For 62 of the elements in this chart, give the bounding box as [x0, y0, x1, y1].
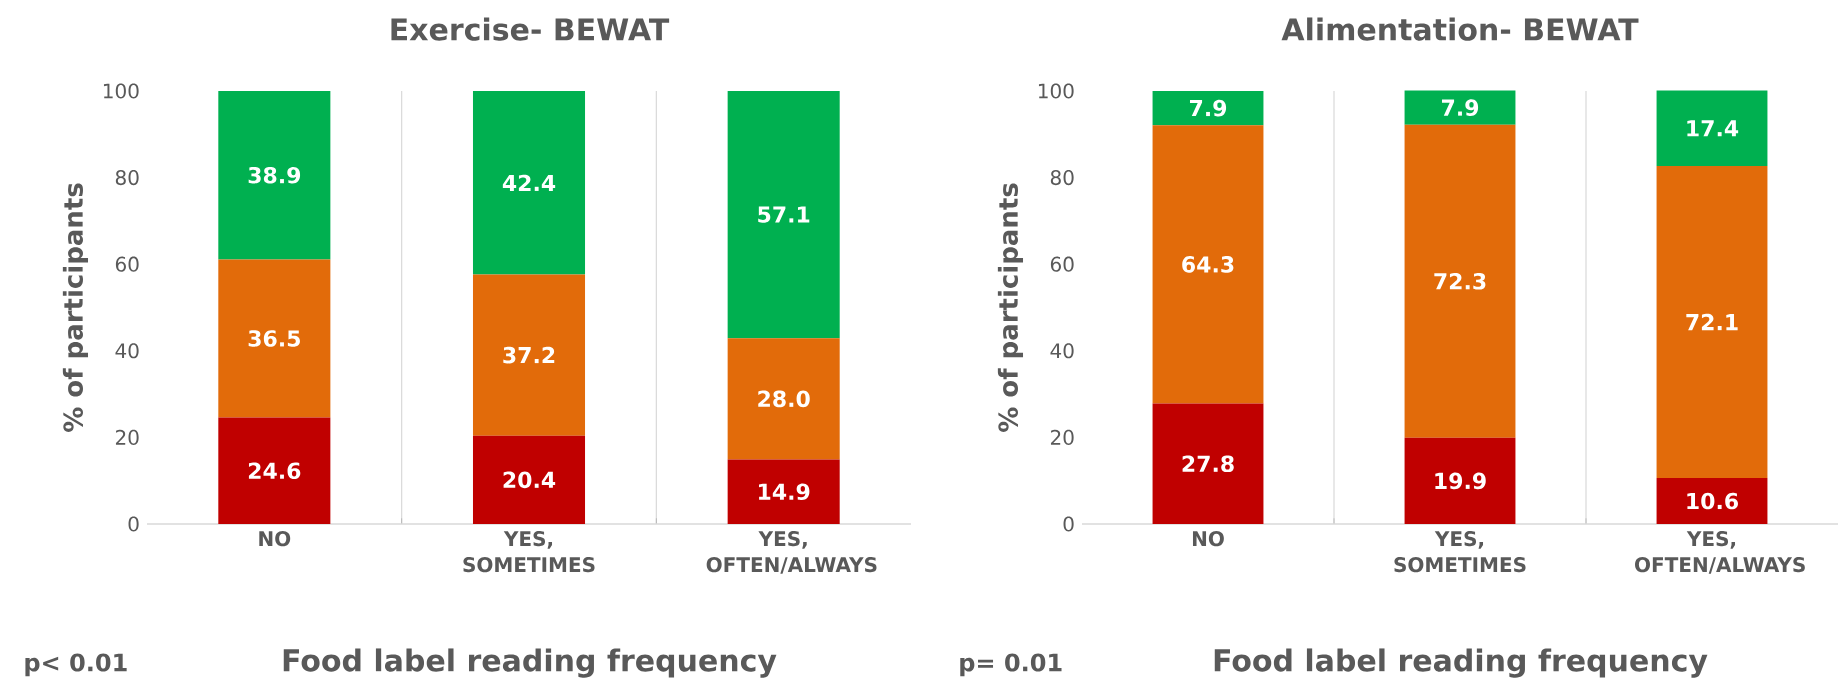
data-label: 24.6 [248, 462, 301, 480]
bar [218, 417, 331, 524]
y-tick-label: 40 [115, 343, 139, 359]
bar [472, 90, 586, 275]
data-label: 36.5 [248, 330, 300, 347]
y-tick-label: 80 [115, 170, 139, 186]
y-tick-label: 100 [103, 83, 139, 99]
bar [1152, 125, 1264, 404]
y-tick-label: 40 [1050, 343, 1074, 359]
chart-title: Alimentation- BEWAT [1281, 17, 1639, 41]
bar [472, 274, 586, 436]
y-tick-label: 80 [1050, 170, 1074, 186]
bar [1656, 90, 1768, 166]
bar [1656, 478, 1768, 524]
y-axis-title: % of participants [997, 183, 1024, 432]
y-tick-label: 100 [1038, 83, 1074, 99]
y-axis-title: % of participants [62, 183, 89, 432]
data-label: 7.9 [1441, 99, 1479, 116]
data-label: 37.2 [503, 346, 555, 364]
bar [1404, 437, 1516, 524]
text: p= 0.01 [960, 653, 1062, 677]
text: p< 0.01 [25, 653, 127, 677]
data-label: 14.9 [759, 483, 810, 501]
data-label: 7.9 [1190, 99, 1227, 117]
bar [727, 338, 840, 460]
y-tick-label: 0 [128, 516, 139, 532]
bar [1152, 90, 1264, 126]
bar [1404, 124, 1516, 438]
data-label: 27.8 [1182, 455, 1234, 473]
data-label: 42.4 [502, 174, 556, 191]
x-tick-label: YES, OFTEN/ALWAYS [1635, 531, 1805, 574]
bar [727, 90, 840, 339]
x-tick-label: YES, SOMETIMES [463, 531, 595, 573]
x-tick-label: NO [259, 531, 291, 547]
data-label: 20.4 [503, 471, 556, 489]
data-label: 72.1 [1686, 313, 1738, 331]
data-label: 28.0 [758, 390, 810, 408]
bar [218, 259, 331, 418]
data-label: 64.3 [1182, 256, 1234, 273]
bar [1656, 165, 1768, 479]
y-tick-label: 20 [115, 429, 139, 445]
bar [1404, 90, 1516, 125]
bar [727, 459, 840, 524]
data-label: 57.1 [758, 206, 810, 223]
data-label: 72.3 [1434, 272, 1486, 290]
y-tick-label: 20 [1050, 429, 1074, 445]
bar [1152, 403, 1264, 524]
x-tick-label: NO [1192, 531, 1224, 547]
x-tick-label: YES, OFTEN/ALWAYS [706, 531, 877, 574]
chart-title: Exercise- BEWAT [391, 17, 670, 41]
x-axis-title: Food label reading frequency [283, 648, 777, 678]
bar [218, 90, 331, 260]
bar [472, 435, 586, 524]
data-label: 17.4 [1687, 120, 1739, 137]
data-label: 10.6 [1687, 492, 1738, 510]
x-axis-title: Food label reading frequency [1214, 648, 1708, 678]
y-tick-label: 0 [1063, 516, 1074, 532]
data-label: 38.9 [248, 166, 301, 184]
data-label: 19.9 [1435, 472, 1486, 490]
y-tick-label: 60 [115, 256, 139, 272]
x-tick-label: YES, SOMETIMES [1394, 531, 1526, 573]
y-tick-label: 60 [1050, 256, 1074, 272]
